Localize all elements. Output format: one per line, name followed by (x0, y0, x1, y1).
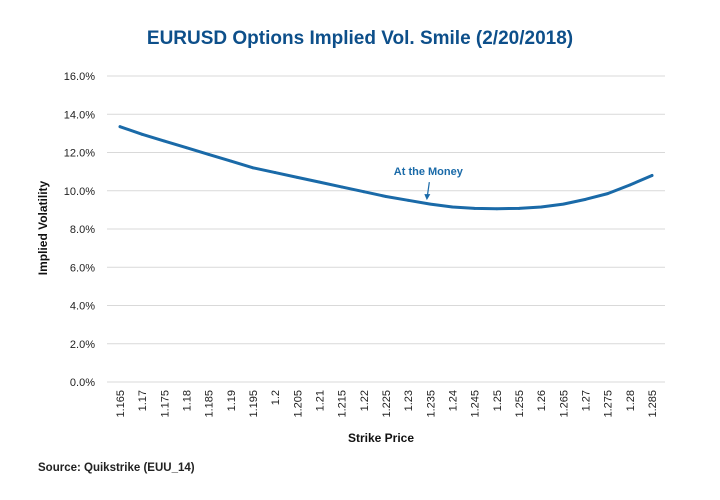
x-tick-label: 1.255 (514, 390, 526, 418)
data-point (428, 202, 432, 206)
data-point (340, 185, 344, 189)
x-tick-label: 1.175 (159, 390, 171, 418)
data-point (517, 206, 521, 210)
data-point (473, 206, 477, 210)
x-tick-label: 1.23 (403, 390, 415, 411)
y-tick-label: 12.0% (64, 148, 95, 160)
data-points (118, 125, 654, 211)
x-tick-label: 1.285 (647, 390, 659, 418)
x-tick-labels: 1.165 1.17 1.175 1.18 1.185 1.19 1.195 1.2 1.205… (115, 390, 659, 418)
x-tick-label: 1.17 (137, 390, 149, 411)
data-point (384, 195, 388, 198)
data-point (406, 198, 410, 202)
data-point (539, 205, 543, 209)
data-point (118, 125, 122, 129)
x-tick-label: 1.205 (292, 390, 304, 418)
at-the-money-annotation: At the Money (394, 166, 464, 178)
data-point (495, 207, 499, 211)
x-tick-label: 1.265 (558, 390, 570, 418)
y-tick-label: 10.0% (64, 186, 95, 198)
data-point (628, 183, 632, 187)
data-point (229, 159, 233, 163)
x-tick-label: 1.185 (204, 390, 216, 418)
y-tick-label: 14.0% (64, 109, 95, 121)
x-tick-label: 1.26 (536, 390, 548, 411)
x-tick-label: 1.27 (581, 390, 593, 411)
data-point (185, 146, 188, 150)
data-point (362, 190, 366, 194)
x-tick-label: 1.235 (425, 390, 437, 418)
y-tick-labels: 0.0% 2.0% 4.0% 6.0% 8.0% 10.0% 12.0% 14.0% 16.0% (64, 71, 95, 389)
data-point (207, 153, 211, 156)
data-point (606, 192, 610, 196)
data-point (251, 166, 255, 170)
x-tick-label: 1.19 (226, 390, 238, 411)
gridlines (107, 75, 665, 383)
y-axis-title: Implied Volatility (36, 180, 50, 275)
annotation-arrowhead (424, 194, 431, 201)
x-tick-label: 1.245 (470, 390, 482, 418)
x-tick-label: 1.225 (381, 390, 393, 418)
x-tick-label: 1.195 (248, 390, 260, 418)
data-point (451, 205, 454, 209)
annotation-arrow (426, 182, 430, 197)
data-point (295, 175, 299, 179)
data-point (273, 171, 277, 174)
chart-title: EURUSD Options Implied Vol. Smile (2/20/… (147, 28, 573, 49)
y-tick-label: 8.0% (70, 224, 95, 236)
data-point (318, 180, 321, 184)
data-point (140, 132, 144, 136)
data-point (584, 197, 587, 201)
x-tick-label: 1.24 (448, 390, 460, 411)
y-tick-label: 0.0% (70, 377, 95, 389)
data-point (650, 174, 654, 177)
x-tick-label: 1.2 (270, 390, 282, 405)
x-tick-label: 1.21 (315, 390, 327, 411)
x-tick-label: 1.165 (115, 390, 127, 418)
x-tick-label: 1.215 (337, 390, 349, 418)
x-tick-label: 1.25 (492, 390, 504, 411)
data-point (162, 139, 166, 143)
y-tick-label: 6.0% (70, 262, 95, 274)
x-axis-title: Strike Price (348, 431, 414, 445)
x-tick-label: 1.28 (625, 390, 637, 411)
x-tick-label: 1.275 (603, 390, 615, 418)
data-point (561, 202, 565, 206)
x-tick-label: 1.18 (182, 390, 194, 411)
y-tick-label: 2.0% (70, 339, 95, 351)
y-tick-label: 4.0% (70, 301, 95, 313)
x-tick-label: 1.22 (359, 390, 371, 411)
source-note: Source: Quikstrike (EUU_14) (38, 462, 195, 474)
y-tick-label: 16.0% (64, 71, 95, 83)
